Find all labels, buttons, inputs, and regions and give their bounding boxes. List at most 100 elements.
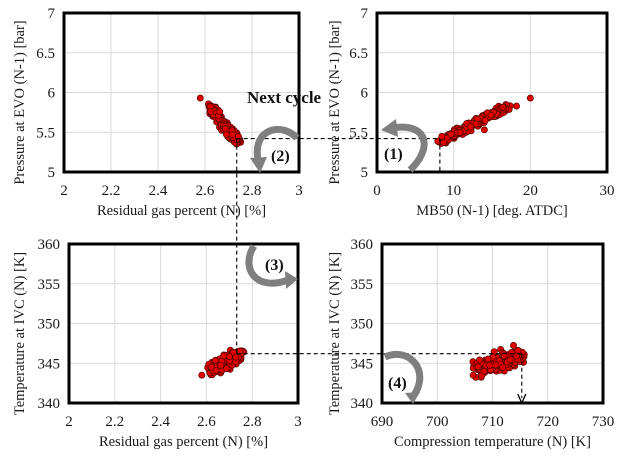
y-tick-label: 340 [38,396,61,412]
next-cycle-annotation: Next cycle [247,88,322,107]
x-tick-label: 10 [446,183,461,199]
y-tick-label: 6.5 [36,46,55,62]
x-tick-label: 2.8 [243,183,262,199]
y-tick-label: 355 [38,277,61,293]
x-tick-label: 2.6 [196,183,215,199]
curved-arrow-icon [391,123,428,173]
x-tick-label: 20 [523,183,538,199]
guide-lines [236,138,527,405]
arrowhead-icon [250,157,267,173]
step-label: (2) [271,148,290,165]
data-point [208,363,216,371]
x-tick-label: 700 [426,414,449,430]
arrow-down-icon [517,393,527,405]
data-point [526,94,534,102]
y-tick-label: 5.5 [349,125,368,141]
data-point [514,346,522,354]
x-axis-label: Residual gas percent (N) [%] [99,434,268,450]
data-point [228,131,236,139]
plot-frame [380,242,605,405]
y-tick-label: 350 [351,317,374,333]
step-arrows: (1) (2) (3) (4) [245,119,428,404]
y-tick-label: 7 [48,6,56,22]
x-tick-label: 2.2 [105,414,124,430]
scatter-points [469,342,528,381]
plot-frame [375,11,609,174]
y-axis-label: Pressure at EVO (N-1) [bar] [327,20,343,184]
data-point [222,130,230,138]
step-2-arrow: (2) [250,126,300,173]
y-tick-label: 5 [361,165,369,181]
step-3-arrow: (3) [245,244,298,289]
y-axis-label: Temperature at IVC (N) [K] [327,252,343,415]
curved-arrow-icon [383,351,424,401]
x-tick-label: 2.4 [151,414,170,430]
data-point [221,125,229,133]
panel-top-left: 2 2.2 2.4 2.6 2.8 3 5 5.5 6 6.5 7 Residual gas perc… [12,6,303,219]
y-tick-label: 360 [38,237,61,253]
data-point [472,120,480,128]
data-point [476,356,483,364]
x-tick-label: 0 [373,183,381,199]
data-point [225,353,233,361]
y-axis-label: Temperature at IVC (N) [K] [12,252,28,415]
x-axis-label: Compression temperature (N) [K] [394,434,591,450]
y-tick-label: 6.5 [349,46,368,62]
data-point [492,361,499,369]
data-point [447,130,455,138]
y-tick-label: 350 [38,317,61,333]
data-point [484,355,492,363]
data-point [207,107,215,115]
plot-frame [62,11,301,174]
plot-frame [67,242,300,405]
x-axis-label: Residual gas percent (N) [%] [97,203,266,219]
data-point [216,108,224,116]
data-point [212,367,220,375]
x-tick-label: 3 [295,183,303,199]
data-point [212,356,219,364]
data-point [220,352,228,360]
data-point [480,126,488,134]
y-tick-label: 6 [48,86,56,102]
x-tick-label: 2.8 [243,414,262,430]
data-point [440,139,447,147]
x-tick-label: 2 [65,414,73,430]
x-axis-label: MB50 (N-1) [deg. ATDC] [416,203,567,219]
x-tick-label: 2 [60,183,68,199]
data-point [513,352,520,360]
step-label: (4) [388,375,407,392]
data-point [217,361,225,369]
y-tick-label: 360 [351,237,374,253]
data-point [232,353,240,361]
x-tick-label: 2.2 [102,183,121,199]
data-point [486,361,494,369]
y-tick-label: 5 [48,165,56,181]
y-tick-label: 345 [351,356,374,372]
curved-arrow-icon [253,126,300,161]
step-1-arrow: (1) [381,119,428,173]
arrowhead-icon [285,271,298,289]
data-point [510,342,517,349]
x-tick-label: 2.6 [197,414,216,430]
x-tick-label: 690 [371,414,394,430]
step-label: (1) [384,146,403,163]
arrowhead-icon [405,392,420,404]
curved-arrow-icon [245,244,290,287]
data-point [499,103,507,111]
data-point [513,102,520,110]
data-point [474,363,482,371]
panel-top-right: 0 10 20 30 5 5.5 6 6.5 7 MB50 (N-1) [deg. ATDC] Pr… [327,6,615,219]
data-point [487,111,495,119]
data-point [506,356,514,364]
y-tick-label: 7 [361,6,369,22]
data-point [467,123,474,131]
panel-bottom-left: 2 2.2 2.4 2.6 2.8 3 340 345 350 355 360 Residual ga… [12,237,302,450]
data-point [478,372,486,380]
x-tick-label: 3 [294,414,302,430]
x-tick-label: 30 [600,183,615,199]
data-point [481,116,489,124]
y-tick-label: 345 [38,356,61,372]
y-axis-label: Pressure at EVO (N-1) [bar] [12,20,28,184]
data-point [499,363,507,371]
